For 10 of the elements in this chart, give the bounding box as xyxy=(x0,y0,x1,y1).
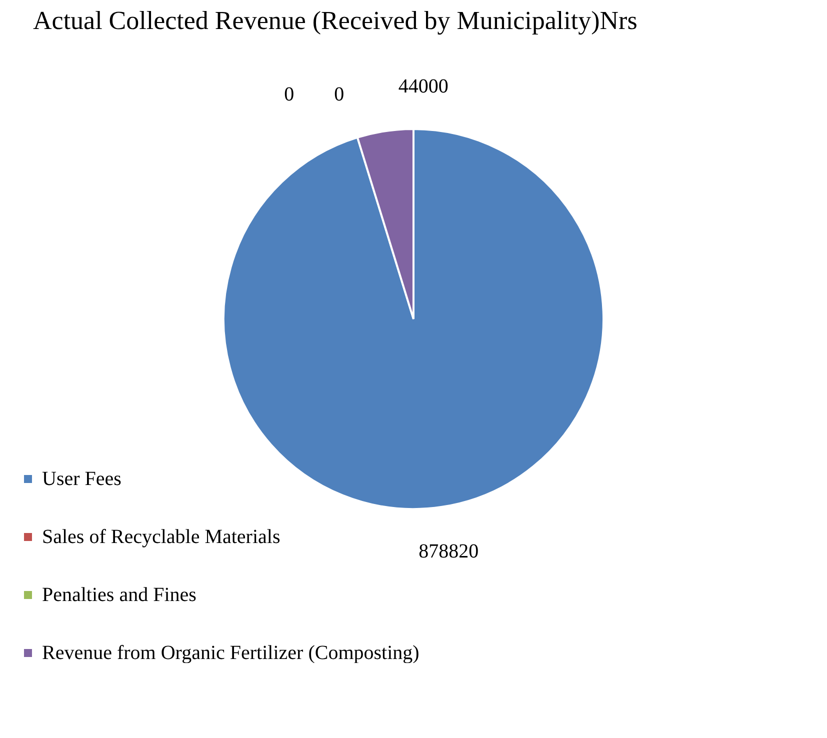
legend-label: Penalties and Fines xyxy=(42,584,197,606)
text: 0 xyxy=(284,83,294,106)
legend-label: Sales of Recyclable Materials xyxy=(42,526,280,548)
legend-label: User Fees xyxy=(42,468,122,490)
chart-title: Actual Collected Revenue (Received by Municipality)Nrs xyxy=(33,6,638,35)
text: 0 xyxy=(334,83,344,106)
legend-label: Revenue from Organic Fertilizer (Composting) xyxy=(42,642,420,664)
data-label: 44000 xyxy=(398,76,448,98)
data-label: 878820 xyxy=(418,540,479,562)
pie-slice xyxy=(222,128,604,510)
